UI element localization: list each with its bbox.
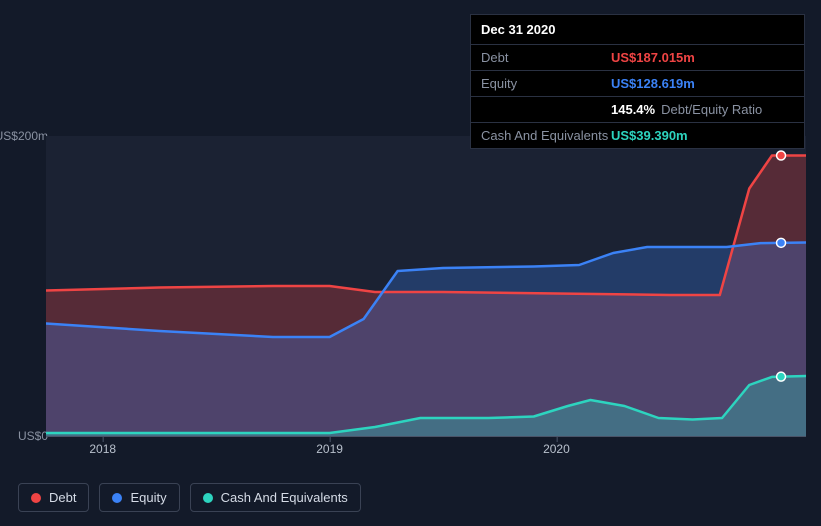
- tooltip-row-cash: Cash And Equivalents US$39.390m: [471, 122, 804, 148]
- x-axis-tick: 2018: [89, 442, 116, 456]
- y-axis-label: US$0: [18, 429, 48, 443]
- y-axis-label: US$200m: [0, 129, 48, 143]
- x-axis-tick-mark: [556, 436, 557, 442]
- x-axis-label: 2019: [316, 442, 343, 456]
- chart-legend: Debt Equity Cash And Equivalents: [18, 483, 361, 512]
- chart-tooltip: Dec 31 2020 Debt US$187.015m Equity US$1…: [470, 14, 805, 149]
- chart-area-equity: [46, 243, 806, 437]
- x-axis-label: 2020: [543, 442, 570, 456]
- tooltip-value-debt: US$187.015m: [611, 50, 695, 65]
- tooltip-label-equity: Equity: [481, 76, 611, 91]
- chart-marker-debt: [777, 151, 786, 160]
- chart-svg: [46, 136, 806, 436]
- tooltip-row-ratio: 145.4% Debt/Equity Ratio: [471, 96, 804, 122]
- tooltip-label-debt: Debt: [481, 50, 611, 65]
- chart-marker-cash: [777, 372, 786, 381]
- tooltip-ratio-label: Debt/Equity Ratio: [661, 102, 762, 117]
- tooltip-value-cash: US$39.390m: [611, 128, 688, 143]
- legend-swatch: [203, 493, 213, 503]
- x-axis-tick-mark: [103, 436, 104, 442]
- legend-item-debt[interactable]: Debt: [18, 483, 89, 512]
- tooltip-ratio-pct: 145.4%: [611, 102, 655, 117]
- x-axis-tick: 2020: [543, 442, 570, 456]
- legend-item-cash[interactable]: Cash And Equivalents: [190, 483, 361, 512]
- legend-swatch: [112, 493, 122, 503]
- chart-marker-equity: [777, 238, 786, 247]
- legend-label: Cash And Equivalents: [221, 490, 348, 505]
- financial-chart[interactable]: US$0US$200m 201820192020: [18, 120, 806, 500]
- tooltip-row-debt: Debt US$187.015m: [471, 44, 804, 70]
- x-axis-tick: 2019: [316, 442, 343, 456]
- legend-swatch: [31, 493, 41, 503]
- legend-item-equity[interactable]: Equity: [99, 483, 179, 512]
- legend-label: Debt: [49, 490, 76, 505]
- chart-plot-area[interactable]: [46, 136, 806, 436]
- chart-x-axis: 2018 2019 2020: [46, 442, 806, 462]
- tooltip-date: Dec 31 2020: [471, 15, 804, 44]
- legend-label: Equity: [130, 490, 166, 505]
- tooltip-label-cash: Cash And Equivalents: [481, 128, 611, 143]
- tooltip-value-equity: US$128.619m: [611, 76, 695, 91]
- tooltip-row-equity: Equity US$128.619m: [471, 70, 804, 96]
- x-axis-label: 2018: [89, 442, 116, 456]
- x-axis-tick-mark: [330, 436, 331, 442]
- chart-bottom-gridline: [46, 436, 806, 437]
